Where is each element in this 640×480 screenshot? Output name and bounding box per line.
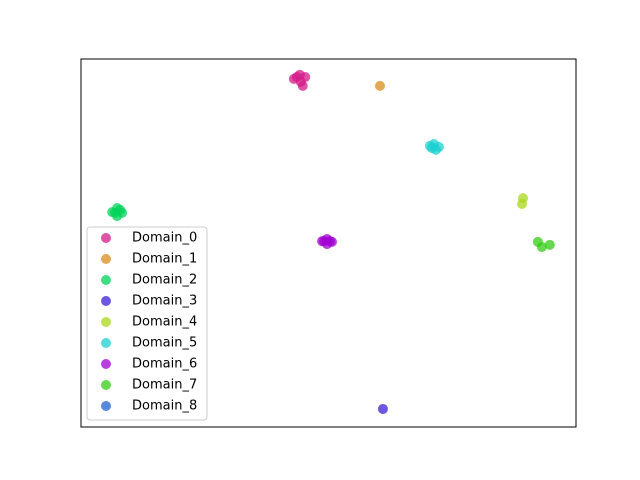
point	[517, 198, 528, 209]
point	[544, 239, 555, 250]
legend-marker	[101, 380, 111, 390]
point	[115, 204, 126, 215]
legend-marker	[101, 338, 111, 348]
legend-marker	[101, 359, 111, 369]
legend-label: Domain_8	[132, 399, 197, 414]
point	[426, 143, 437, 154]
legend-label: Domain_3	[132, 294, 197, 309]
point	[536, 242, 547, 253]
point	[324, 236, 335, 247]
legend-label: Domain_4	[132, 315, 197, 330]
legend-label: Domain_1	[132, 252, 197, 267]
point	[374, 80, 385, 91]
point	[377, 403, 388, 414]
legend-marker	[101, 296, 111, 306]
legend-marker	[101, 233, 111, 243]
legend-label: Domain_7	[132, 378, 197, 393]
legend-marker	[101, 317, 111, 327]
legend-label: Domain_5	[132, 336, 197, 351]
legend-label: Domain_0	[132, 231, 197, 246]
point	[297, 80, 308, 91]
legend-marker	[101, 275, 111, 285]
legend-marker	[101, 401, 111, 411]
legend-box	[86, 226, 208, 421]
legend-label: Domain_2	[132, 273, 197, 288]
legend-marker	[101, 254, 111, 264]
legend-label: Domain_6	[132, 357, 197, 372]
